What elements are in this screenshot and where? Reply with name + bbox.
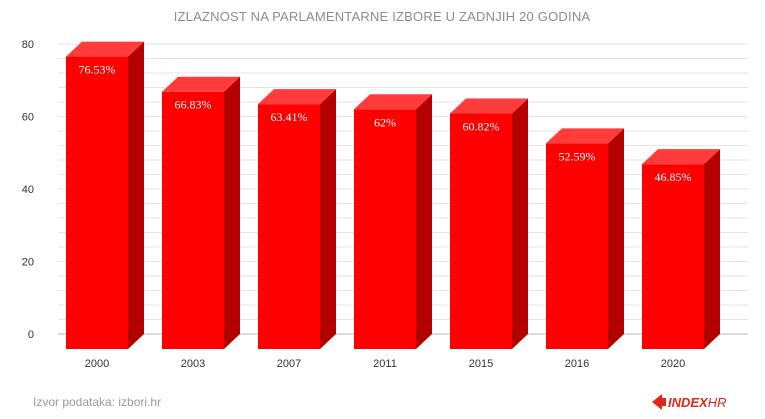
bar-front — [258, 104, 320, 349]
index-hr-logo: INDEXHR — [652, 394, 727, 410]
bar-front — [450, 113, 512, 349]
data-label: 60.82% — [463, 120, 500, 134]
bar-2011: 62% — [354, 94, 432, 349]
y-tick-label: 40 — [22, 184, 34, 196]
y-axis-ticks: 0 20 40 60 80 — [22, 39, 34, 341]
bar-side — [128, 41, 144, 350]
data-label: 52.59% — [559, 149, 596, 163]
bar-front — [354, 109, 416, 349]
bar-front — [162, 91, 224, 350]
bar-front — [66, 56, 128, 350]
data-label: 46.85% — [655, 170, 692, 184]
bar-side — [416, 94, 432, 349]
data-label: 62% — [374, 115, 396, 129]
bar-front — [642, 164, 704, 349]
bar-top — [66, 41, 144, 57]
logo-mark-icon — [652, 394, 666, 410]
bar-side — [512, 98, 528, 349]
bar-top — [354, 94, 432, 110]
y-tick-label: 80 — [22, 39, 34, 51]
x-tick-label: 2015 — [469, 358, 493, 370]
bar-side — [320, 89, 336, 350]
bar-2016: 52.59% — [546, 128, 624, 349]
x-tick-label: 2003 — [181, 358, 205, 370]
bar-top — [450, 98, 528, 114]
data-label: 76.53% — [79, 63, 116, 77]
x-tick-label: 2020 — [661, 358, 685, 370]
bar-side — [224, 76, 240, 350]
bar-side — [608, 128, 624, 349]
bar-top — [642, 149, 720, 165]
bar-2007: 63.41% — [258, 89, 336, 350]
x-axis-ticks: 2000 2003 2007 2011 2015 2016 2020 — [85, 358, 685, 370]
logo-strong: INDEX — [668, 395, 709, 410]
data-label: 66.83% — [175, 98, 212, 112]
bar-2020: 46.85% — [642, 149, 720, 349]
y-tick-label: 20 — [22, 257, 34, 269]
bar-top — [546, 128, 624, 144]
bar-top — [258, 89, 336, 105]
data-label: 63.41% — [271, 110, 308, 124]
x-tick-label: 2007 — [277, 358, 301, 370]
x-tick-label: 2000 — [85, 358, 109, 370]
logo-text: INDEXHR — [668, 395, 727, 410]
logo-light: HR — [708, 395, 727, 410]
bar-front — [546, 143, 608, 349]
bar-top — [162, 76, 240, 92]
x-tick-label: 2016 — [565, 358, 589, 370]
bar-2003: 66.83% — [162, 76, 240, 350]
y-tick-label: 0 — [28, 329, 34, 341]
y-tick-label: 60 — [22, 112, 34, 124]
x-tick-label: 2011 — [373, 358, 397, 370]
bar-2015: 60.82% — [450, 98, 528, 349]
bar-side — [704, 149, 720, 349]
chart-title: IZLAZNOST NA PARLAMENTARNE IZBORE U ZADN… — [174, 9, 591, 24]
bars: 76.53% 66.83% 63.41% 62% 60.82% 52.59% 46.85% — [66, 41, 720, 350]
bar-2000: 76.53% — [66, 41, 144, 350]
source-note: Izvor podataka: izbori.hr — [33, 395, 161, 409]
